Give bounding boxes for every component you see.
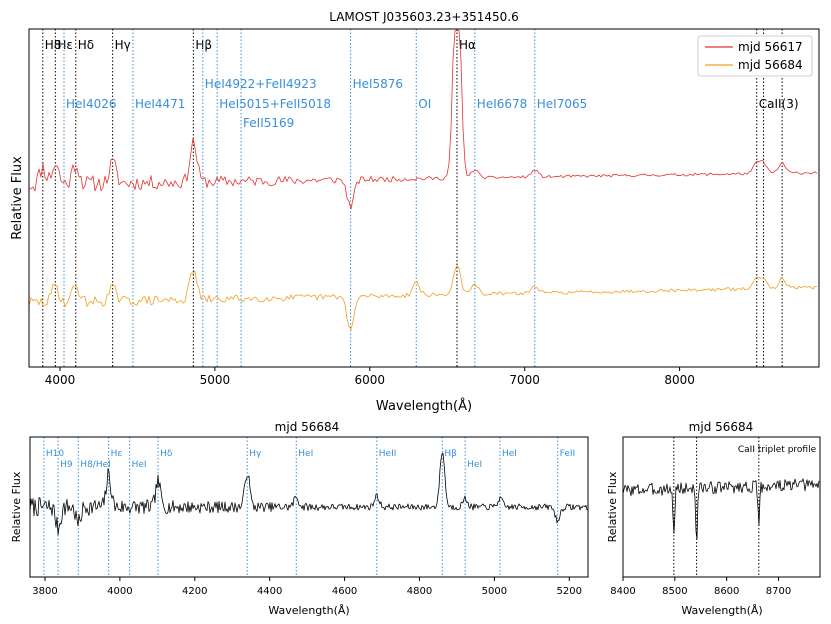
marker-label-hei4471: HeI4471 bbox=[135, 97, 185, 111]
series-line-mjd-56684 bbox=[28, 265, 818, 331]
x-tick-label: 8400 bbox=[610, 586, 635, 597]
marker-label-h10: H10 bbox=[46, 449, 64, 459]
main-plot-frame bbox=[28, 28, 820, 368]
x-tick-label: 6000 bbox=[355, 373, 386, 387]
marker-label-hei5876: HeI5876 bbox=[353, 77, 403, 91]
marker-label-h: Hα bbox=[459, 38, 476, 52]
marker-label-hei6678: HeI6678 bbox=[477, 97, 527, 111]
main-chart-title: LAMOST J035603.23+351450.6 bbox=[329, 10, 518, 24]
blue-zoom-frame bbox=[29, 436, 589, 578]
x-tick-label: 5000 bbox=[482, 586, 507, 597]
caii-annotation: CaII triplet profile bbox=[738, 445, 817, 455]
x-tick-label: 8000 bbox=[664, 373, 695, 387]
blue-zoom-x-ticks: 3800 4000 4200 4400 4600 4800 5000 5200 bbox=[32, 577, 582, 597]
caii-x-axis-label: Wavelength(Å) bbox=[681, 604, 762, 617]
series-line-mjd-56617 bbox=[28, 30, 818, 210]
legend-box bbox=[697, 35, 813, 77]
x-tick-label: 5000 bbox=[200, 373, 231, 387]
x-tick-label: 8600 bbox=[714, 586, 739, 597]
marker-label-hei4922-feii4923: HeI4922+FeII4923 bbox=[205, 77, 317, 91]
marker-label-h8-hei: H8/HeI bbox=[80, 460, 111, 470]
marker-label-heii: HeII bbox=[379, 449, 397, 459]
blue-zoom-title: mjd 56684 bbox=[275, 420, 340, 434]
x-tick-label: 4800 bbox=[407, 586, 432, 597]
main-y-axis-label: Relative Flux bbox=[10, 156, 25, 240]
x-tick-label: 4000 bbox=[107, 586, 132, 597]
caii-title: mjd 56684 bbox=[689, 420, 754, 434]
main-series-lines bbox=[28, 30, 818, 331]
marker-label-oi: OI bbox=[418, 97, 431, 111]
caii-line-markers bbox=[673, 437, 760, 577]
marker-label-h: Hγ bbox=[115, 38, 131, 52]
x-tick-label: 8700 bbox=[766, 586, 791, 597]
marker-label-h: Hε bbox=[57, 38, 73, 52]
legend: mjd 56617 mjd 56684 bbox=[697, 35, 813, 77]
marker-label-h: Hδ bbox=[78, 38, 94, 52]
x-tick-label: 5200 bbox=[557, 586, 582, 597]
main-x-ticks: 4000 5000 6000 7000 8000 bbox=[45, 367, 695, 387]
caii-y-axis-label: Relative Flux bbox=[606, 471, 619, 542]
legend-label-mjd56684: mjd 56684 bbox=[738, 58, 803, 72]
caii-series-line bbox=[622, 478, 820, 540]
marker-label-hei: HeI bbox=[467, 460, 482, 470]
legend-label-mjd56617: mjd 56617 bbox=[738, 40, 803, 54]
x-tick-label: 4600 bbox=[332, 586, 357, 597]
marker-label-feii: FeII bbox=[560, 449, 576, 459]
marker-label-h: Hγ bbox=[249, 449, 262, 459]
marker-label-hei4026: HeI4026 bbox=[66, 97, 116, 111]
marker-label-hei: HeI bbox=[502, 449, 517, 459]
blue-zoom-x-axis-label: Wavelength(Å) bbox=[268, 604, 349, 617]
x-tick-label: 4000 bbox=[45, 373, 76, 387]
marker-label-h9: H9 bbox=[60, 460, 73, 470]
series-line-mjd-56684 bbox=[29, 452, 589, 536]
x-tick-label: 4200 bbox=[182, 586, 207, 597]
caii-x-ticks: 8400 8500 8600 8700 bbox=[610, 577, 791, 597]
marker-label-feii5169: FeII5169 bbox=[243, 116, 294, 130]
main-x-axis-label: Wavelength(Å) bbox=[376, 398, 472, 414]
marker-label-hei7065: HeI7065 bbox=[537, 97, 587, 111]
marker-label-hei5015-feii5018: HeI5015+FeII5018 bbox=[219, 97, 331, 111]
caii-panel: mjd 56684 CaII triplet profile 8400 8500 8… bbox=[606, 420, 821, 617]
marker-label-h: Hβ bbox=[195, 38, 212, 52]
caii-frame bbox=[622, 436, 821, 578]
marker-label-caii-3: CaII(3) bbox=[759, 97, 799, 111]
blue-zoom-y-axis-label: Relative Flux bbox=[10, 471, 23, 542]
marker-label-h: Hε bbox=[111, 449, 123, 459]
series-line-mjd-56684 bbox=[622, 478, 820, 540]
marker-label-hei: HeI bbox=[298, 449, 313, 459]
x-tick-label: 8500 bbox=[662, 586, 687, 597]
x-tick-label: 3800 bbox=[32, 586, 57, 597]
marker-label-h: Hβ bbox=[444, 449, 457, 459]
marker-label-h: Hδ bbox=[160, 449, 173, 459]
x-tick-label: 7000 bbox=[509, 373, 540, 387]
blue-zoom-series-line bbox=[29, 452, 589, 536]
marker-label-h8: H8 bbox=[45, 38, 62, 52]
x-tick-label: 4400 bbox=[257, 586, 282, 597]
marker-label-hei: HeI bbox=[132, 460, 147, 470]
